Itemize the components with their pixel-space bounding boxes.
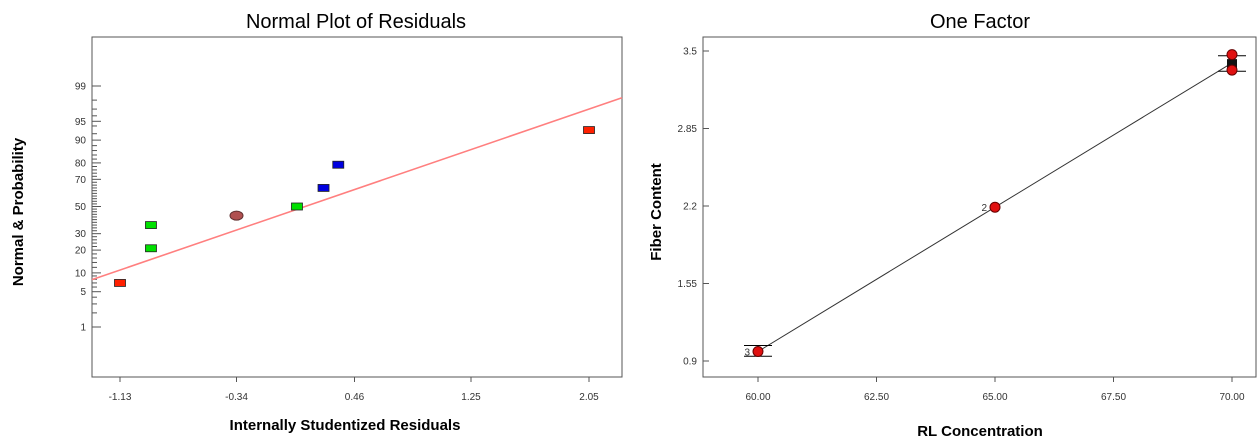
left-data-point xyxy=(145,221,157,229)
left-y-tick-label: 1 xyxy=(80,323,86,334)
right-x-axis-label: RL Concentration xyxy=(917,423,1043,440)
left-x-tick-label: 2.05 xyxy=(579,392,599,403)
normal-plot-chart: Normal Plot of Residuals -1.13 -0.34 0.46 1… xyxy=(10,11,623,434)
left-y-tick-label: 20 xyxy=(75,246,87,257)
left-y-tick-label: 80 xyxy=(75,158,87,169)
right-x-tick-label: 70.00 xyxy=(1219,392,1244,403)
right-x-tick-label: 67.50 xyxy=(1101,392,1126,403)
right-data-point xyxy=(1226,64,1238,76)
left-y-tick-label: 95 xyxy=(75,117,87,128)
left-x-tick-label: 1.25 xyxy=(461,392,481,403)
left-chart-title: Normal Plot of Residuals xyxy=(246,11,466,33)
left-y-tick-label: 70 xyxy=(75,175,87,186)
left-axis-ticks: -1.13 -0.34 0.46 1.25 2.05 1 5 10 20 30 50 70 80 90 95… xyxy=(75,82,599,404)
left-data-point xyxy=(229,210,244,221)
right-mean-marker xyxy=(1227,59,1237,70)
left-y-tick-label: 30 xyxy=(75,229,87,240)
one-factor-chart: One Factor 60.00 62.50 65.00 67.50 70.00 0.9 1… xyxy=(648,11,1257,440)
right-axis-ticks: 60.00 62.50 65.00 67.50 70.00 0.9 1.55 2.2 2.85 3… xyxy=(678,47,1245,404)
left-y-tick-label: 5 xyxy=(80,287,86,298)
right-point-count-label: 3 xyxy=(744,347,750,358)
left-data-point xyxy=(332,160,345,169)
right-x-tick-label: 60.00 xyxy=(745,392,770,403)
left-y-tick-label: 99 xyxy=(75,82,87,93)
right-y-tick-label: 2.2 xyxy=(683,202,697,213)
left-x-tick-label: 0.46 xyxy=(345,392,365,403)
right-y-tick-label: 0.9 xyxy=(683,357,697,368)
left-data-point xyxy=(114,279,126,287)
right-y-tick-label: 3.5 xyxy=(683,47,697,58)
right-data-point xyxy=(1226,49,1238,61)
right-x-tick-label: 65.00 xyxy=(982,392,1007,403)
right-plot-frame xyxy=(702,36,1257,378)
left-y-axis-label: Normal & Probability xyxy=(10,137,27,286)
left-reference-line xyxy=(91,96,623,281)
right-y-tick-label: 2.85 xyxy=(678,124,698,135)
right-y-axis-label: Fiber Content xyxy=(648,163,665,261)
left-x-tick-label: -1.13 xyxy=(109,392,132,403)
right-data-point xyxy=(752,345,764,357)
left-x-tick-label: -0.34 xyxy=(225,392,248,403)
left-y-tick-label: 10 xyxy=(75,268,87,279)
left-y-tick-label: 90 xyxy=(75,136,87,147)
right-chart-title: One Factor xyxy=(930,11,1030,33)
left-plot-frame xyxy=(91,36,623,378)
left-data-point xyxy=(317,184,330,192)
left-y-tick-label: 50 xyxy=(75,202,87,213)
left-data-point xyxy=(583,126,595,134)
right-x-tick-label: 62.50 xyxy=(864,392,889,403)
right-point-count-label: 2 xyxy=(981,203,987,214)
left-data-point xyxy=(145,244,157,253)
right-data-point xyxy=(989,201,1001,213)
right-y-tick-label: 1.55 xyxy=(678,279,698,290)
right-points: 32 xyxy=(744,49,1238,358)
left-data-point xyxy=(291,202,303,211)
left-points xyxy=(114,126,595,287)
left-x-axis-label: Internally Studentized Residuals xyxy=(230,417,461,434)
